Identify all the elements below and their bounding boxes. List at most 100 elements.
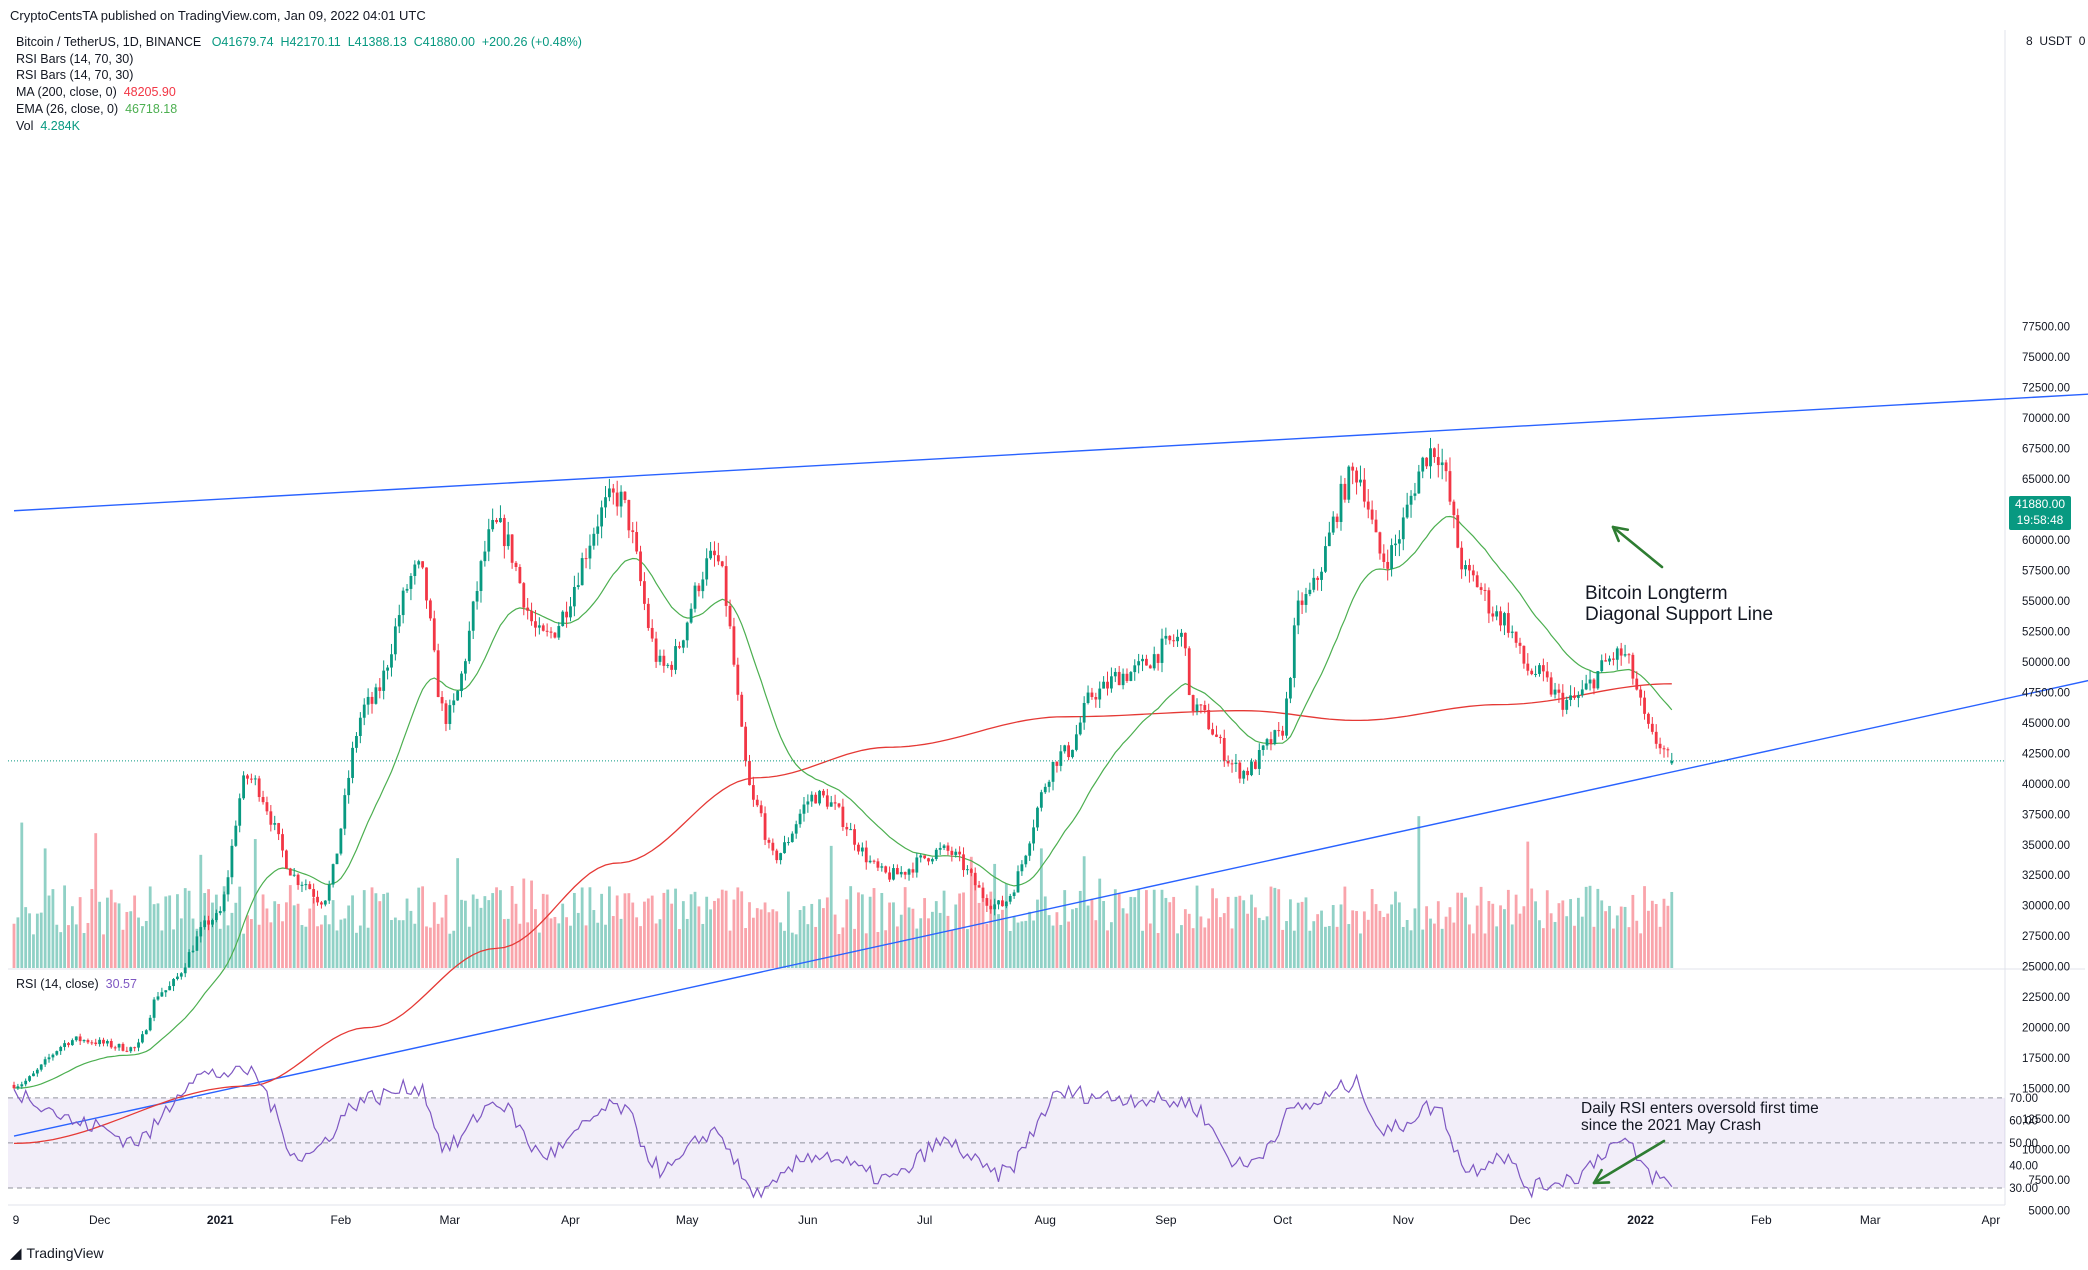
volume-bar (59, 932, 63, 968)
candle-body (954, 851, 958, 855)
volume-bar (129, 911, 133, 968)
candle-body (1133, 665, 1137, 673)
volume-bar (775, 911, 779, 968)
volume-bar (1510, 924, 1514, 968)
candle-body (440, 697, 444, 704)
volume-bar (1004, 883, 1008, 968)
volume-bar (1289, 899, 1292, 968)
candle-body (366, 696, 370, 705)
rsi-legend[interactable]: RSI (14, close) 30.57 (16, 977, 137, 991)
volume-bar (1576, 897, 1580, 968)
candle-body (588, 545, 592, 559)
legend-vol-row[interactable]: Vol 4.284K (16, 118, 582, 135)
candle-body (327, 884, 331, 901)
candle-body (962, 854, 965, 871)
volume-bar (312, 897, 316, 968)
volume-bar (954, 904, 958, 968)
volume-bar (662, 892, 666, 968)
candle-body (678, 646, 681, 648)
volume-bar (1047, 915, 1051, 968)
candle-body (1654, 731, 1658, 744)
volume-bar (1020, 921, 1024, 968)
candle-body (335, 853, 339, 865)
legend-ma-row[interactable]: MA (200, close, 0) 48205.90 (16, 84, 582, 101)
tradingview-footer[interactable]: ◢ TradingView (10, 1244, 104, 1262)
volume-bar (1063, 890, 1067, 968)
legend-ma-value: 48205.90 (123, 85, 176, 100)
legend-rsi-bars-1[interactable]: RSI Bars (14, 70, 30) (16, 51, 134, 66)
volume-bar (930, 911, 934, 968)
candle-body (1643, 697, 1646, 714)
candle-body (1378, 532, 1382, 554)
candle-body (312, 889, 316, 897)
volume-bar (1242, 900, 1246, 968)
candle-body (923, 855, 927, 859)
volume-bar (810, 903, 814, 968)
volume-bar (825, 897, 829, 968)
candle-body (1425, 457, 1429, 467)
volume-bar (397, 920, 401, 968)
volume-bar (1281, 929, 1285, 968)
candle-body (1608, 658, 1611, 662)
volume-bar (238, 886, 242, 968)
candle-body (1518, 642, 1522, 646)
candle-body (1573, 695, 1576, 698)
volume-bar (1378, 910, 1382, 968)
candle-body (51, 1054, 55, 1058)
candle-body (1047, 781, 1051, 787)
volume-bar (977, 902, 981, 968)
volume-bar (257, 924, 261, 968)
volume-bar (16, 917, 20, 968)
candle-body (1390, 545, 1393, 569)
candle-body (888, 872, 891, 880)
candle-body (1347, 466, 1351, 500)
volume-bar (569, 925, 572, 968)
candle-body (1534, 673, 1537, 675)
trendline-resistance (13, 393, 2088, 512)
volume-bar (588, 887, 592, 968)
volume-bar (1008, 930, 1012, 968)
volume-bar (425, 926, 428, 968)
volume-bar (1117, 893, 1121, 968)
volume-bar (1234, 896, 1238, 968)
candle-body (432, 618, 436, 651)
candle-body (1004, 901, 1008, 907)
legend-ema-row[interactable]: EMA (26, close, 0) 46718.18 (16, 101, 582, 118)
volume-bar (1324, 926, 1327, 968)
volume-bar (1125, 913, 1129, 968)
candle-body (545, 630, 549, 632)
candle-body (790, 833, 794, 843)
volume-bar (1086, 905, 1090, 968)
candle-body (1362, 479, 1366, 502)
volume-bar (639, 926, 642, 968)
candle-body (39, 1064, 43, 1070)
legend-open: O41679.74 (211, 35, 274, 49)
volume-bar (1137, 889, 1141, 968)
volume-bar (358, 925, 362, 968)
volume-bar (121, 929, 125, 968)
volume-bar (261, 894, 265, 968)
candle-body (1137, 661, 1141, 666)
candle-body (1545, 671, 1549, 678)
candle-body (1592, 679, 1596, 689)
candle-body (179, 973, 183, 977)
volume-bar (822, 908, 825, 968)
candle-body (919, 855, 923, 858)
candle-body (969, 869, 973, 873)
legend-rsi-bars-2[interactable]: RSI Bars (14, 70, 30) (16, 68, 134, 83)
volume-bar (70, 906, 74, 968)
candle-body (751, 785, 755, 800)
currency-label[interactable]: 8 USDT 0 (2026, 34, 2085, 48)
volume-bar (105, 897, 109, 968)
candle-body (12, 1084, 16, 1089)
volume-bar (141, 926, 144, 968)
candle-body (1658, 743, 1662, 749)
rsi-label: RSI (14, close) (16, 977, 99, 991)
candle-body (1102, 681, 1106, 689)
volume-bar (907, 907, 911, 968)
volume-bar (409, 910, 413, 968)
volume-bar (1051, 925, 1055, 968)
candle-body (716, 555, 720, 562)
candle-body (895, 868, 899, 875)
